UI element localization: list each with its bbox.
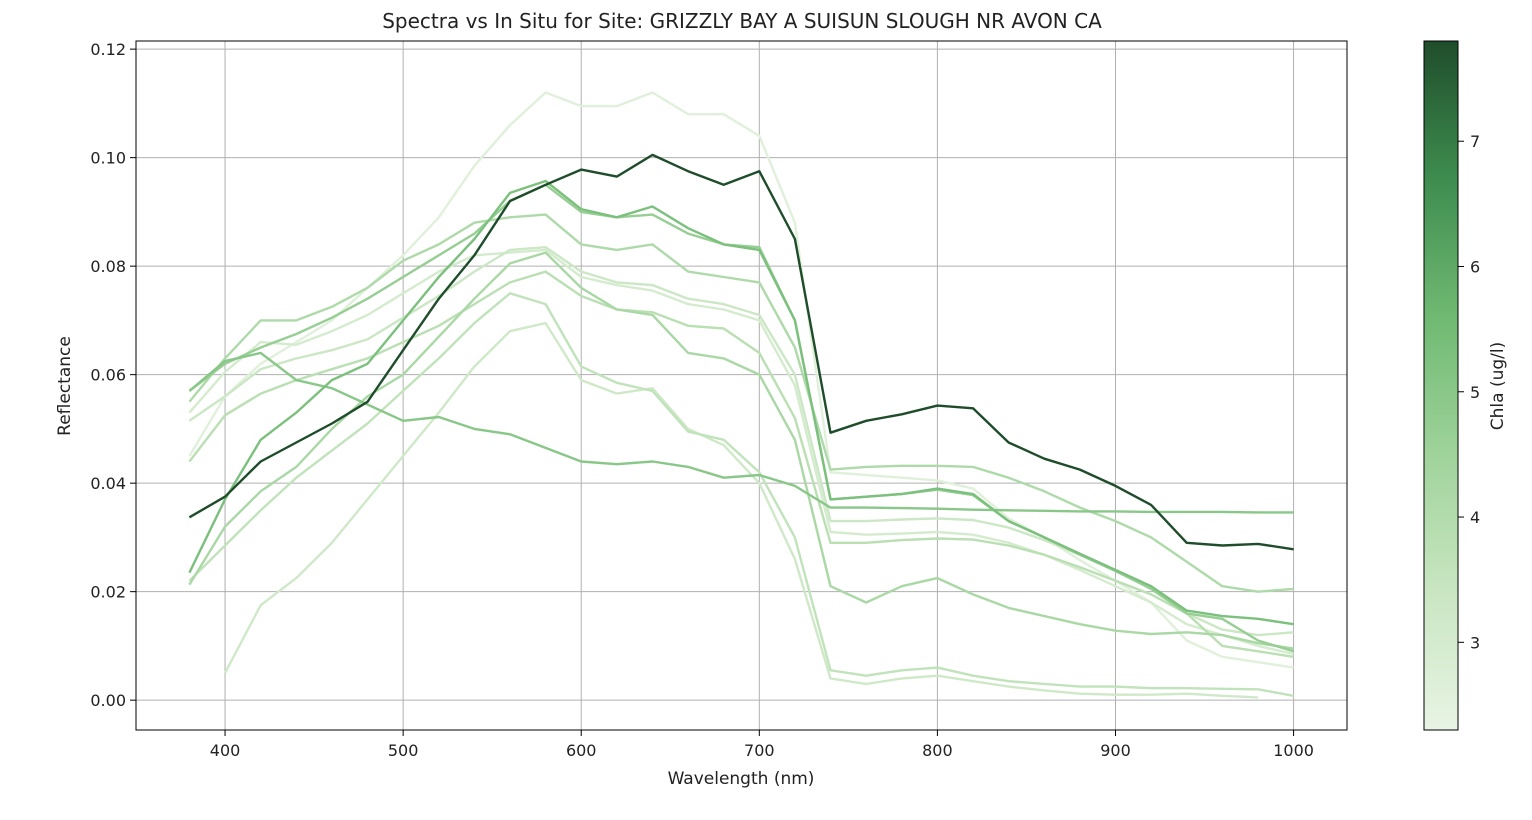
colorbar-tick-label: 5 [1470,383,1480,402]
chart-title: Spectra vs In Situ for Site: GRIZZLY BAY… [382,9,1102,33]
y-tick-label: 0.06 [90,366,126,385]
x-tick-label: 400 [210,741,241,760]
y-tick-label: 0.00 [90,691,126,710]
colorbar-tick-label: 6 [1470,257,1480,276]
y-tick-label: 0.10 [90,149,126,168]
x-tick-label: 700 [744,741,775,760]
colorbar-tick-label: 3 [1470,633,1480,652]
grid [136,41,1347,730]
series-line [188,351,1294,514]
y-axis: 0.00 0.02 0.04 0.06 0.08 0.10 0.12 [90,40,136,710]
series-line [188,292,1294,697]
y-tick-label: 0.08 [90,257,126,276]
series-lines [188,91,1294,699]
y-tick-label: 0.12 [90,40,126,59]
series-line [223,321,1259,699]
series-line [188,248,1294,656]
x-tick-label: 500 [388,741,419,760]
colorbar-tick-label: 4 [1470,508,1480,527]
series-line [188,213,1294,593]
series-line [188,183,1294,653]
x-tick-label: 800 [922,741,953,760]
colorbar-tick-label: 7 [1470,132,1480,151]
x-tick-label: 600 [566,741,597,760]
series-line [188,179,1294,626]
y-axis-label: Reflectance [55,336,75,436]
colorbar-label: Chla (ug/l) [1488,342,1508,430]
x-tick-label: 900 [1100,741,1131,760]
series-line [188,153,1294,551]
colorbar [1423,40,1459,731]
colorbar-axis: 3 4 5 6 7 [1458,132,1480,652]
x-axis-label: Wavelength (nm) [668,769,815,789]
x-axis: 400 500 600 700 800 900 1000 [210,730,1314,760]
x-tick-label: 1000 [1273,741,1314,760]
plot-frame [135,40,1348,731]
y-tick-label: 0.02 [90,583,126,602]
y-tick-label: 0.04 [90,474,126,493]
